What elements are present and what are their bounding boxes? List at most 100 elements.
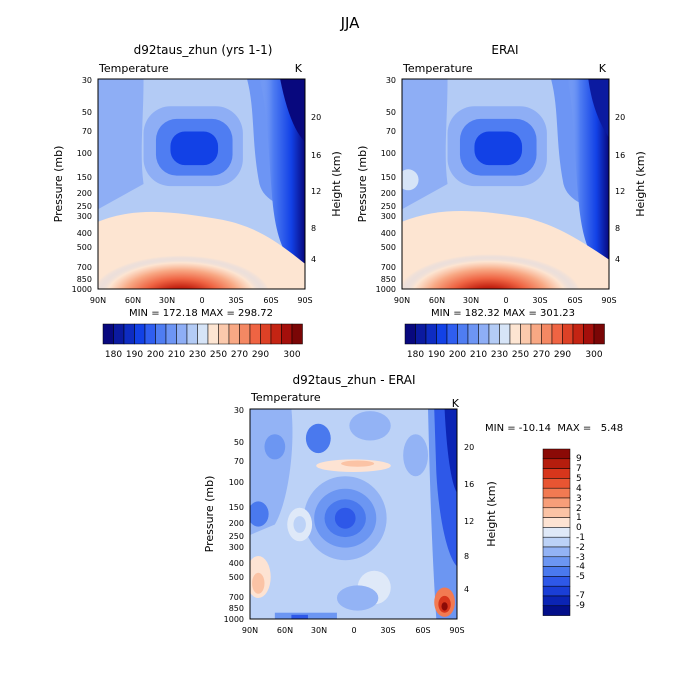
y-tick-label-right: 8	[311, 224, 316, 233]
colorbar-cell	[499, 323, 511, 345]
y-tick-label-right: 20	[311, 113, 321, 122]
colorbar-cell	[123, 323, 135, 345]
colorbar-label: 290	[252, 350, 269, 360]
colorbar-cell	[542, 576, 571, 587]
colorbar-cell	[478, 323, 490, 345]
colorbar-label: -9	[576, 601, 585, 611]
x-tick-label: 0	[351, 626, 356, 635]
colorbar-label: 230	[491, 350, 508, 360]
x-tick-label: 60N	[277, 626, 293, 635]
colorbar-cell	[542, 487, 571, 499]
colorbar-cell	[155, 323, 167, 345]
colorbar-cell	[542, 507, 571, 518]
y-tick-label: 250	[381, 202, 396, 211]
y-axis-label: Pressure (mb)	[356, 146, 369, 223]
x-tick-label: 60N	[125, 296, 141, 305]
y-axis-label: Pressure (mb)	[52, 146, 65, 223]
colorbar-cell	[541, 323, 553, 345]
y-tick-label-right: 20	[464, 443, 474, 452]
y-tick-label: 70	[234, 457, 244, 466]
colorbar-cell	[113, 323, 125, 345]
colorbar: 9 7 5 4 3 2 1 0 -1 -2 -3 -4 -5 -7 -9	[542, 448, 585, 616]
y-tick-label: 500	[381, 243, 396, 252]
x-tick-label: 0	[503, 296, 508, 305]
y-tick-label: 150	[381, 173, 396, 182]
y-tick-label: 300	[229, 543, 244, 552]
colorbar-cell	[102, 323, 114, 345]
panel-left-label: Temperature	[98, 62, 169, 75]
colorbar-cell	[415, 323, 427, 345]
colorbar-cell	[562, 323, 574, 345]
y-tick-label: 30	[386, 76, 396, 85]
y-tick-label: 100	[77, 149, 92, 158]
y-tick-label: 500	[229, 573, 244, 582]
colorbar-cell	[207, 323, 219, 345]
colorbar-cell	[228, 323, 240, 345]
colorbar-cell	[520, 323, 532, 345]
colorbar: 180 190 200 210 230 250 270 290 300	[102, 323, 303, 360]
y-tick-label: 200	[77, 189, 92, 198]
y-tick-label: 500	[77, 243, 92, 252]
min-max-stats: MIN = -10.14 MAX = 5.48	[485, 423, 623, 434]
panel-left-label: Temperature	[250, 391, 321, 404]
colorbar-cell	[542, 595, 571, 607]
x-tick-label: 90N	[242, 626, 258, 635]
y-axis-label-right: Height (km)	[485, 481, 498, 547]
y-tick-label: 300	[381, 212, 396, 221]
contour-plot	[250, 409, 457, 619]
y-ticks-left: 30 50 70 100 150 200 250 300 400 500 700…	[72, 76, 92, 294]
colorbar-label: 190	[126, 350, 143, 360]
y-tick-label: 100	[381, 149, 396, 158]
colorbar-label: -4	[576, 562, 585, 572]
colorbar-cell	[542, 517, 571, 528]
y-tick-label-right: 12	[311, 187, 321, 196]
y-tick-label-right: 8	[464, 552, 469, 561]
colorbar-cell	[134, 323, 146, 345]
x-tick-label: 30N	[463, 296, 479, 305]
y-tick-label: 50	[386, 108, 396, 117]
y-tick-label-right: 16	[464, 480, 474, 489]
y-tick-label: 1000	[224, 615, 244, 624]
y-tick-label: 50	[234, 438, 244, 447]
colorbar-cell	[542, 605, 571, 616]
x-tick-label: 90N	[90, 296, 106, 305]
y-ticks-right: 20 16 12 8 4	[615, 113, 625, 264]
plot-frame	[97, 78, 306, 290]
y-tick-label-right: 4	[311, 255, 316, 264]
colorbar-label: 9	[576, 454, 582, 464]
plot-frame	[249, 408, 458, 620]
x-tick-label: 90N	[394, 296, 410, 305]
colorbar-cell	[542, 478, 571, 489]
colorbar-cell	[270, 323, 282, 345]
colorbar-cell	[446, 323, 458, 345]
colorbar-label: -1	[576, 533, 585, 543]
y-tick-label: 70	[386, 127, 396, 136]
y-ticks-right: 20 16 12 8 4	[464, 443, 474, 594]
y-tick-label: 850	[381, 275, 396, 284]
y-tick-label: 400	[381, 229, 396, 238]
panel-left-label: Temperature	[402, 62, 473, 75]
y-tick-label: 150	[229, 503, 244, 512]
contour-plot	[402, 79, 609, 289]
colorbar-cell	[165, 323, 177, 345]
colorbar-label: 200	[147, 350, 164, 360]
colorbar-label: 2	[576, 504, 582, 514]
colorbar-label: -5	[576, 572, 585, 582]
y-tick-label: 250	[229, 532, 244, 541]
colorbar-label: 290	[554, 350, 571, 360]
x-tick-label: 60S	[263, 296, 278, 305]
y-tick-label-right: 4	[615, 255, 620, 264]
colorbar-cell	[467, 323, 479, 345]
colorbar-cell	[249, 323, 261, 345]
colorbar-label: 270	[533, 350, 550, 360]
colorbar-label: 5	[576, 474, 582, 484]
panel-unit-label: K	[452, 397, 460, 410]
y-tick-label-right: 4	[464, 585, 469, 594]
colorbar-cell	[542, 448, 571, 460]
x-tick-label: 60S	[415, 626, 430, 635]
panel-unit-label: K	[295, 62, 303, 75]
colorbar-cell	[436, 323, 448, 345]
y-tick-label: 850	[77, 275, 92, 284]
y-axis-label-right: Height (km)	[330, 151, 343, 217]
